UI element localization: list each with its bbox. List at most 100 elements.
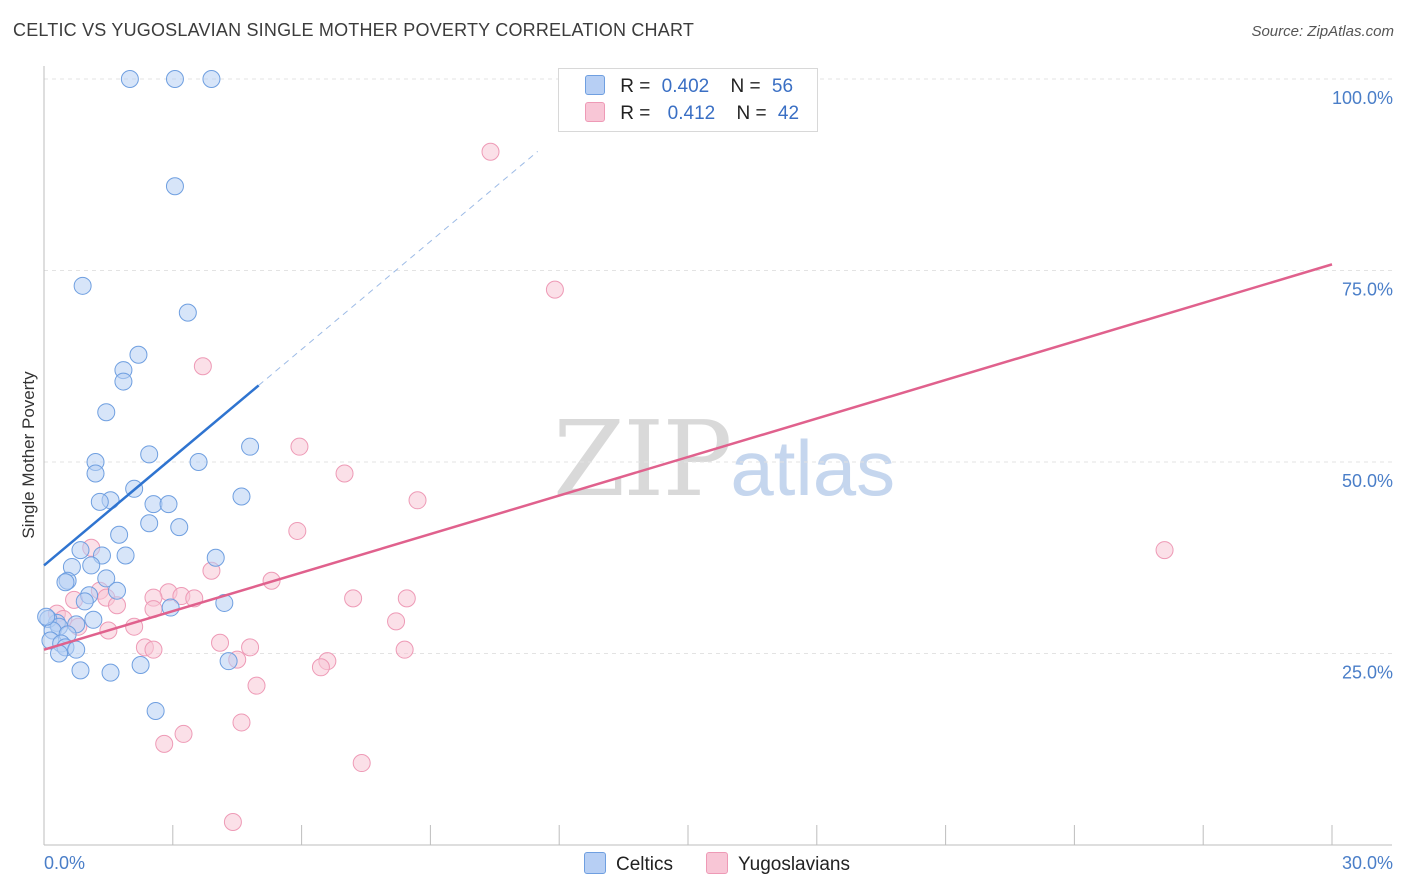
legend-r-value: 0.412 <box>667 103 716 124</box>
trend-lines <box>43 151 1333 651</box>
correlation-legend: R = 0.402 N = 56 R = 0.412 N = 42 <box>558 68 818 132</box>
celtics-point <box>84 610 103 629</box>
celtics-point <box>232 487 251 506</box>
celtics-point <box>241 437 260 456</box>
y-tick-label: 50.0% <box>1342 471 1393 491</box>
yugoslavians-point <box>1155 541 1174 560</box>
legend-n-value: 56 <box>771 76 794 97</box>
legend-row-yugoslavians: R = 0.412 N = 42 <box>585 102 799 126</box>
yugoslavians-point <box>408 491 427 510</box>
celtics-point <box>129 345 148 364</box>
celtics-point <box>116 546 135 565</box>
yugoslavians-point <box>223 813 242 832</box>
source-label: Source: ZipAtlas.com <box>1251 23 1394 40</box>
x-tick-label: 30.0% <box>1342 853 1393 873</box>
celtics-point <box>101 663 120 682</box>
yugoslavians-points <box>47 70 1174 832</box>
y-axis-label: Single Mother Poverty <box>19 371 38 539</box>
axes <box>43 66 1392 846</box>
legend-r-value: 0.402 <box>661 76 710 97</box>
celtics-point <box>159 495 178 514</box>
yugoslavians-swatch <box>585 102 605 122</box>
y-tick-label: 25.0% <box>1342 663 1393 683</box>
legend-row-celtics: R = 0.402 N = 56 <box>585 75 793 99</box>
celtics-point <box>37 607 56 626</box>
celtics-point <box>75 592 94 611</box>
yugoslavians-point <box>344 589 363 608</box>
celtics-point <box>146 701 165 720</box>
yugoslavians-point <box>247 676 266 695</box>
celtics-point <box>120 70 139 88</box>
yugoslavians-trend-line <box>43 263 1333 651</box>
x-tick-labels: 0.0% 30.0% <box>44 853 1393 873</box>
yugoslavians-point <box>545 280 564 299</box>
y-tick-label: 100.0% <box>1332 88 1393 108</box>
celtics-trend-extension <box>258 151 539 386</box>
legend-n-value: 42 <box>777 103 800 124</box>
watermark-atlas: atlas <box>730 424 896 512</box>
celtics-point <box>67 640 86 659</box>
celtics-point <box>165 177 184 196</box>
celtics-trend-line <box>43 384 260 567</box>
celtics-point <box>165 70 184 88</box>
celtics-point <box>71 541 90 560</box>
yugoslavians-label: Yugoslavians <box>738 854 850 875</box>
x-tick-label: 0.0% <box>44 853 85 873</box>
celtics-point <box>90 492 109 511</box>
yugoslavians-point <box>241 638 260 657</box>
celtics-swatch <box>585 75 605 95</box>
yugoslavians-point <box>481 142 500 161</box>
yugoslavians-point <box>290 437 309 456</box>
yugoslavians-point <box>311 658 330 677</box>
legend-r-label: R = <box>620 76 651 97</box>
legend-n-label: N = <box>736 103 767 124</box>
celtics-point <box>140 445 159 464</box>
chart-title: CELTIC VS YUGOSLAVIAN SINGLE MOTHER POVE… <box>13 20 695 40</box>
celtics-swatch <box>584 852 606 874</box>
yugoslavians-point <box>144 640 163 659</box>
celtics-point <box>170 518 189 537</box>
watermark-zip: ZIP <box>553 398 732 520</box>
celtics-points <box>37 70 260 720</box>
celtics-point <box>189 453 208 471</box>
celtics-point <box>178 303 197 322</box>
yugoslavians-point <box>174 724 193 743</box>
yugoslavians-point <box>193 357 212 376</box>
y-tick-label: 75.0% <box>1342 280 1393 300</box>
celtics-point <box>144 495 163 514</box>
celtics-point <box>56 573 75 592</box>
yugoslavians-point <box>232 713 251 732</box>
bottom-legend-yugoslavians: Yugoslavians <box>706 852 850 876</box>
yugoslavians-point <box>352 754 371 773</box>
celtics-point <box>86 464 105 483</box>
grid-lines <box>44 78 1394 654</box>
celtics-point <box>82 556 101 575</box>
yugoslavians-point <box>211 633 230 652</box>
yugoslavians-point <box>288 521 307 540</box>
celtics-label: Celtics <box>616 854 674 875</box>
celtics-point <box>97 403 116 422</box>
celtics-point <box>110 525 129 544</box>
yugoslavians-point <box>397 589 416 608</box>
celtics-point <box>73 276 92 295</box>
celtics-point <box>202 70 221 88</box>
celtics-point <box>219 652 238 671</box>
yugoslavians-point <box>395 640 414 659</box>
celtics-point <box>71 661 90 680</box>
legend-n-label: N = <box>730 76 761 97</box>
y-tick-labels: 25.0% 50.0% 75.0% 100.0% <box>1332 88 1393 683</box>
bottom-legend-celtics: Celtics <box>584 852 673 876</box>
watermark: ZIPatlas <box>553 398 895 520</box>
celtics-point <box>131 655 150 674</box>
celtics-point <box>114 372 133 391</box>
celtics-point <box>107 581 126 600</box>
yugoslavians-point <box>387 612 406 631</box>
yugoslavians-swatch <box>706 852 728 874</box>
yugoslavians-point <box>335 464 354 483</box>
celtics-point <box>97 569 116 588</box>
celtics-point <box>206 548 225 567</box>
legend-r-label: R = <box>620 103 651 124</box>
celtics-point <box>140 514 159 533</box>
yugoslavians-point <box>155 734 174 753</box>
